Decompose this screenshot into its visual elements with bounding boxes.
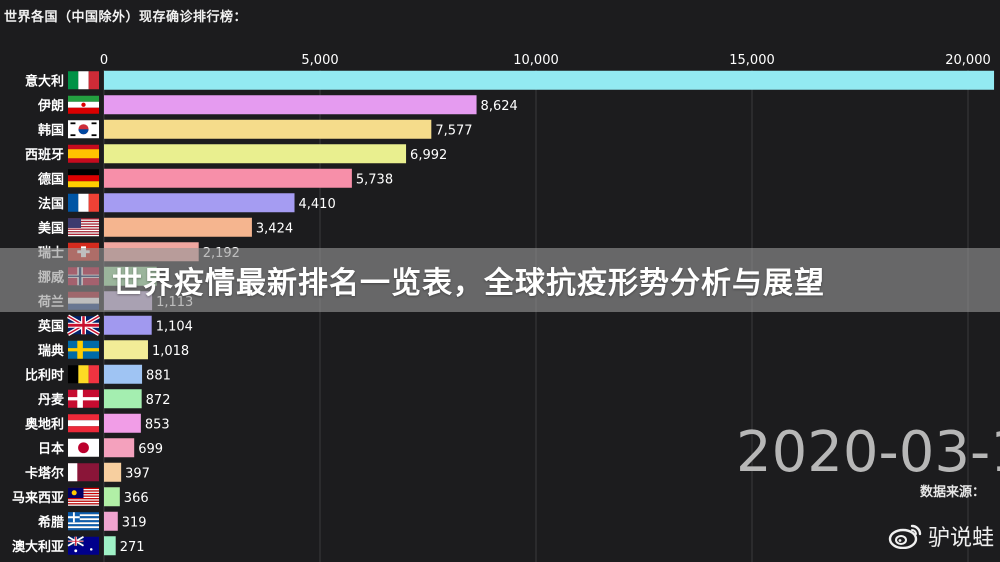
category-label: 日本 — [38, 441, 64, 457]
flag-icon — [67, 535, 99, 555]
x-tick-label: 5,000 — [301, 53, 338, 68]
value-label: 1,104 — [156, 319, 193, 334]
category-label: 德国 — [38, 171, 64, 187]
category-label: 美国 — [38, 220, 64, 236]
flag-icon — [68, 218, 99, 237]
bar — [104, 389, 142, 409]
flag-icon — [68, 512, 99, 531]
bar — [104, 217, 252, 237]
category-label: 比利时 — [25, 367, 64, 383]
bar — [104, 119, 432, 139]
flag-icon — [68, 71, 99, 90]
category-label: 韩国 — [38, 122, 64, 138]
flag-icon — [68, 340, 99, 359]
flag-icon — [68, 169, 99, 188]
flag-icon — [68, 120, 99, 139]
category-label: 伊朗 — [37, 98, 64, 114]
bar — [104, 70, 995, 90]
value-label: 6,992 — [410, 148, 447, 163]
watermark: 驴说蛙 — [888, 520, 994, 552]
headline-banner: 世界疫情最新排名一览表，全球抗疫形势分析与展望 — [0, 248, 1000, 312]
category-label: 希腊 — [38, 514, 64, 530]
value-label: 3,424 — [256, 221, 293, 236]
x-tick-label: 0 — [100, 53, 108, 68]
category-label: 奥地利 — [25, 416, 64, 432]
value-label: 699 — [138, 442, 163, 457]
bar — [104, 168, 352, 188]
bar — [104, 315, 152, 335]
data-source-label: 数据来源： — [920, 485, 986, 500]
bar — [104, 536, 116, 556]
x-tick-label: 10,000 — [513, 53, 559, 68]
category-label: 法国 — [38, 196, 64, 212]
flag-icon — [68, 365, 99, 384]
value-label: 5,738 — [356, 172, 393, 187]
bar — [104, 487, 120, 507]
value-label: 397 — [125, 466, 150, 481]
bar — [104, 95, 477, 115]
flag-icon — [68, 95, 99, 114]
x-tick-label: 15,000 — [729, 53, 775, 68]
bar — [104, 144, 407, 164]
value-label: 872 — [146, 393, 171, 408]
x-tick-label: 20,000 — [945, 53, 991, 68]
bar — [104, 340, 148, 360]
flag-icon — [68, 144, 99, 163]
category-label: 意大利 — [25, 73, 64, 89]
flag-icon — [68, 193, 99, 212]
category-label: 英国 — [37, 318, 64, 334]
value-label: 4,410 — [299, 197, 336, 212]
bar — [104, 462, 122, 482]
category-label: 澳大利亚 — [12, 539, 64, 555]
category-label: 马来西亚 — [12, 490, 64, 506]
flag-icon — [68, 414, 99, 433]
bar — [104, 413, 141, 433]
category-label: 丹麦 — [38, 392, 65, 408]
category-label: 卡塔尔 — [25, 465, 64, 481]
category-label: 西班牙 — [25, 147, 64, 163]
bar — [104, 193, 295, 213]
value-label: 8,624 — [481, 99, 518, 114]
chart-title: 世界各国（中国除外）现存确诊排行榜： — [4, 10, 248, 25]
value-label: 271 — [120, 540, 145, 555]
watermark-text: 驴说蛙 — [928, 526, 995, 551]
headline-text: 世界疫情最新排名一览表，全球抗疫形势分析与展望 — [112, 266, 825, 301]
value-label: 7,577 — [435, 123, 472, 138]
value-label: 366 — [124, 491, 149, 506]
value-label: 1,018 — [152, 344, 189, 359]
bar — [104, 438, 135, 458]
date-display: 2020-03-1 — [736, 420, 1000, 485]
flag-icon — [68, 389, 99, 408]
value-label: 881 — [146, 368, 171, 383]
flag-icon — [68, 463, 99, 482]
bar — [104, 511, 118, 531]
category-label: 瑞典 — [38, 343, 64, 359]
flag-icon — [68, 438, 99, 457]
value-label: 319 — [122, 515, 147, 530]
weibo-icon — [888, 524, 922, 549]
flag-icon — [67, 314, 100, 336]
value-label: 853 — [145, 417, 170, 432]
flag-icon — [68, 487, 99, 506]
bar — [104, 364, 143, 384]
